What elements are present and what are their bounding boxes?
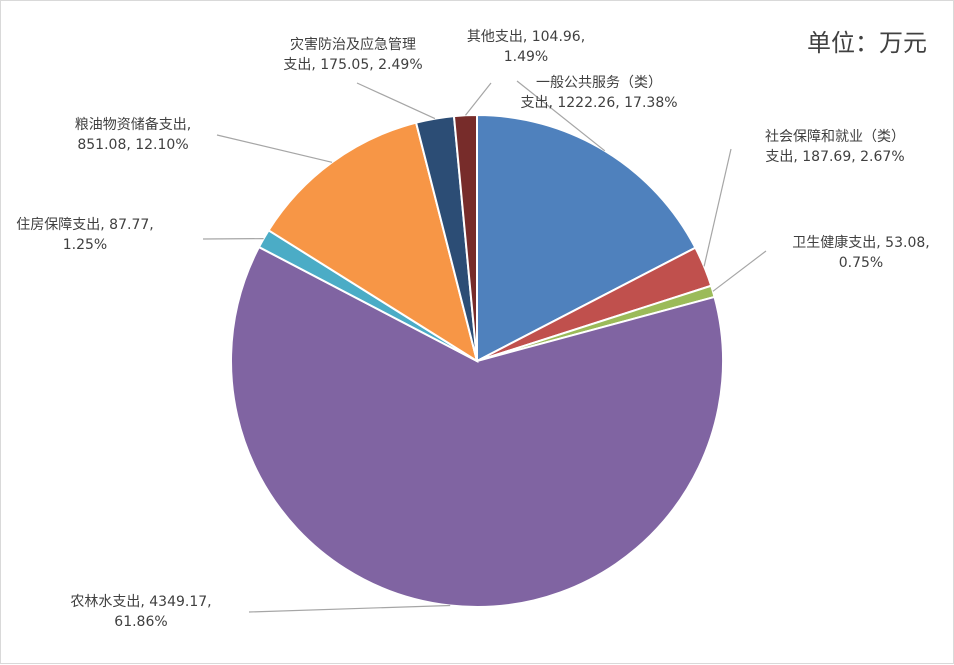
slice-data-label-line: 住房保障支出, 87.77, [16,217,153,233]
slice-data-label-line: 支出, 175.05, 2.49% [283,57,422,73]
slice-data-label: 灾害防治及应急管理支出, 175.05, 2.49% [283,36,422,73]
slice-data-label-line: 粮油物资储备支出, [75,116,191,133]
slice-data-label-line: 支出, 187.69, 2.67% [765,149,904,165]
slice-data-label-line: 支出, 1222.26, 17.38% [520,95,677,111]
unit-label: 单位：万元 [807,29,927,57]
leader-line [217,135,332,162]
leader-line [704,149,731,266]
slice-data-label-line: 61.86% [114,614,167,630]
slice-data-label: 住房保障支出, 87.77, 1.25% [16,217,153,253]
slice-data-label-line: 一般公共服务（类） [536,75,662,91]
slice-data-label-line: 851.08, 12.10% [77,137,188,153]
leader-line [357,83,435,119]
leader-line [466,83,492,115]
slice-data-label-line: 1.25% [63,237,107,253]
leader-line [249,606,450,613]
slice-data-label: 卫生健康支出, 53.08, 0.75% [792,234,929,271]
slice-data-label-line: 卫生健康支出, 53.08, [792,234,929,251]
pie-slices [231,115,723,607]
slice-data-label: 其他支出, 104.96, 1.49% [467,29,585,65]
slice-data-label-line: 灾害防治及应急管理 [290,36,416,53]
slice-data-label: 一般公共服务（类） 支出, 1222.26, 17.38% [520,75,677,111]
slice-data-label: 社会保障和就业（类） 支出, 187.69, 2.67% [765,129,905,165]
slice-data-label-line: 社会保障和就业（类） [765,129,905,145]
slice-data-label-line: 农林水支出, 4349.17, [70,594,211,610]
leader-line [713,251,766,291]
slice-data-label: 农林水支出, 4349.17, 61.86% [70,594,211,630]
slice-data-label-line: 1.49% [504,49,548,65]
slice-data-label: 粮油物资储备支出, 851.08, 12.10% [75,116,191,153]
slice-data-label-line: 0.75% [839,255,883,271]
slice-data-label-line: 其他支出, 104.96, [467,29,585,45]
